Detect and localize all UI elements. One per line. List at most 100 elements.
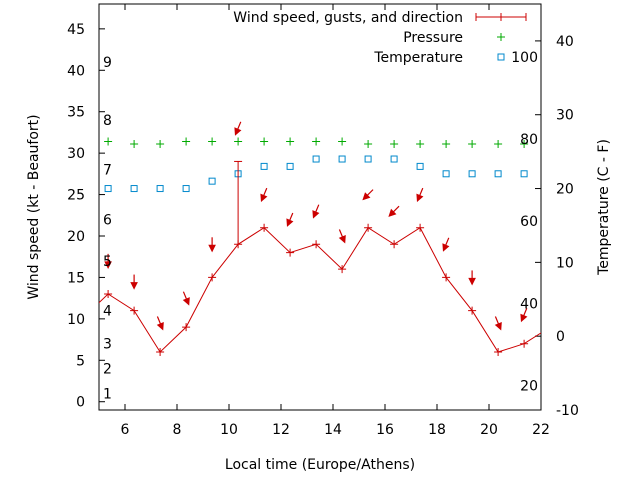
wind-series: [99, 160, 541, 356]
pressure-point: [312, 137, 321, 146]
wind-point: [468, 306, 477, 315]
temperature-point: [442, 170, 450, 178]
arrow-head: [338, 235, 346, 244]
pressure-point: [260, 137, 269, 146]
y2-tick-label: 30: [556, 108, 574, 124]
wind-direction-arrow: [182, 291, 190, 306]
temperature-point: [494, 170, 502, 178]
y-axis-label-right: Temperature (C - F): [596, 139, 612, 276]
temperature-point: [156, 185, 164, 193]
x-tick-label: 14: [324, 422, 342, 438]
y-tick-label: 40: [67, 63, 85, 79]
scale-labels: 1 2 3 4 5 6 7 8 9 20 40 60 80 100: [103, 50, 538, 402]
arrow-head: [312, 210, 320, 219]
arrow-head: [388, 208, 397, 217]
arrow-head: [494, 322, 502, 331]
temperature-point: [260, 162, 268, 170]
wind-direction-arrow: [338, 229, 346, 244]
wind-point: [416, 223, 425, 232]
wind-point: [520, 339, 529, 348]
x-tick-label: 22: [532, 422, 550, 438]
wind-point: [208, 273, 217, 282]
pressure-point: [182, 137, 191, 146]
y2-tick-label: 40: [556, 34, 574, 50]
pressure-point: [364, 140, 373, 149]
fahrenheit-label: 80: [520, 132, 538, 148]
temperature-point: [104, 185, 112, 193]
x-tick-label: 10: [220, 422, 238, 438]
arrow-head: [104, 261, 112, 269]
fahrenheit-label: 20: [520, 379, 538, 395]
y-tick-label: 10: [67, 312, 85, 328]
temperature-point: [416, 162, 424, 170]
temperature-point: [182, 185, 190, 193]
arrow-head: [260, 193, 268, 203]
pressure-point: [468, 140, 477, 149]
pressure-point: [130, 140, 139, 149]
fahrenheit-label: 40: [520, 297, 538, 313]
wind-point: [338, 265, 347, 274]
y-tick-label: 45: [67, 22, 85, 38]
temperature-point: [520, 170, 528, 178]
fahrenheit-label: 60: [520, 214, 538, 230]
x-tick-label: 18: [428, 422, 446, 438]
arrow-head: [208, 244, 216, 253]
wind-point: [312, 240, 321, 249]
wind-point: [390, 240, 399, 249]
wind-point: [156, 348, 165, 356]
y-tick-label: 30: [67, 146, 85, 162]
temperature-point: [338, 155, 346, 163]
beaufort-label: 6: [103, 212, 112, 228]
x-tick-label: 8: [173, 422, 182, 438]
axis-ticks: 6 8 10 12 14 16 18 20 22051015202530354045-10010…: [67, 4, 579, 438]
temperature-series: [104, 155, 528, 193]
pressure-point: [234, 137, 243, 146]
pressure-point: [286, 137, 295, 146]
temperature-point: [286, 162, 294, 170]
beaufort-label: 7: [103, 163, 112, 179]
wind-direction-arrow: [156, 316, 164, 331]
y2-tick-label: 20: [556, 182, 574, 198]
beaufort-label: 9: [103, 55, 112, 71]
wind-direction-arrow: [286, 212, 294, 227]
y-tick-label: 25: [67, 188, 85, 204]
wind-direction-arrow: [260, 187, 268, 203]
pressure-point: [442, 140, 451, 149]
wind-point: [364, 223, 373, 232]
legend: Wind speed, gusts, and direction Pressur…: [233, 10, 527, 66]
pressure-point: [208, 137, 217, 146]
pressure-series: [104, 137, 529, 149]
legend-swatch-pressure: [497, 33, 505, 41]
legend-label-temperature: Temperature: [373, 50, 463, 66]
beaufort-label: 2: [103, 362, 112, 378]
temperature-point: [130, 185, 138, 193]
pressure-point: [390, 140, 399, 149]
wind-point: [130, 306, 139, 315]
wind-direction-arrow: [520, 308, 528, 323]
arrow-head: [130, 282, 138, 290]
pressure-point: [416, 140, 425, 149]
wind-point: [442, 273, 451, 282]
pressure-point: [338, 137, 347, 146]
fahrenheit-label: 100: [511, 50, 538, 66]
pressure-point: [520, 140, 529, 149]
pressure-point: [104, 137, 113, 146]
wind-direction-arrow: [494, 316, 502, 331]
wind-point: [494, 348, 503, 356]
beaufort-label: 1: [103, 386, 112, 402]
plot-frame: [98, 3, 542, 411]
arrow-head: [468, 277, 476, 286]
arrow-head: [286, 218, 294, 227]
temperature-point: [468, 170, 476, 178]
y-axis-label-left: Wind speed (kt - Beaufort): [26, 114, 42, 299]
y-tick-label: 0: [76, 395, 85, 411]
wind-point: [104, 290, 113, 298]
arrow-head: [234, 127, 242, 136]
wind-direction-arrow: [442, 237, 450, 252]
y2-tick-label: 0: [556, 329, 565, 345]
pressure-point: [494, 140, 503, 149]
y-tick-label: 5: [76, 353, 85, 369]
x-tick-label: 6: [121, 422, 130, 438]
x-tick-label: 16: [376, 422, 394, 438]
